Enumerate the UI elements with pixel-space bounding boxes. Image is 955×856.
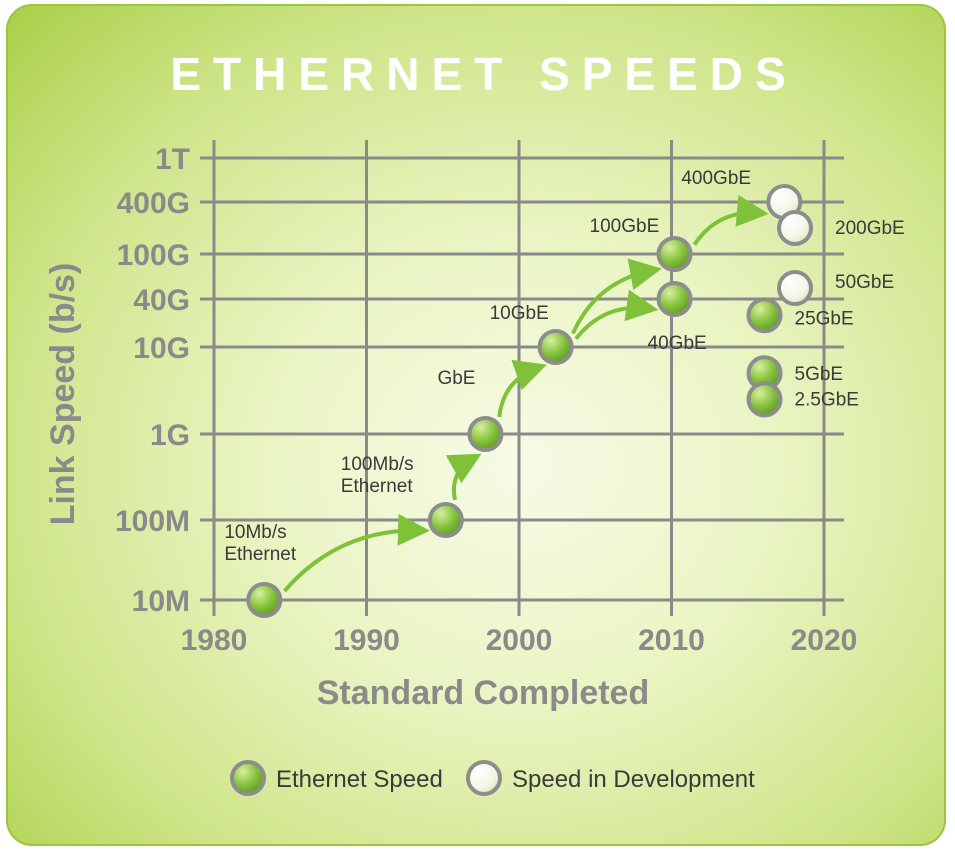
arrows <box>282 194 769 593</box>
ethernet-speed-point <box>656 236 693 272</box>
y-tick-label: 1G <box>150 419 190 452</box>
progression-arrow <box>282 513 431 593</box>
ethernet-speed-point <box>656 281 693 317</box>
grid <box>200 140 844 616</box>
chart-title: ETHERNET SPEEDS <box>170 48 797 100</box>
chart-card: ETHERNET SPEEDS 1T 400G 100G 40G 10G 1G 100M 10… <box>6 4 946 846</box>
point-label: 10Mb/s Ethernet <box>224 522 297 565</box>
x-tick-label: 2000 <box>486 624 553 657</box>
y-tick-label: 1T <box>155 143 190 176</box>
point-label: 25GbE <box>795 308 854 329</box>
x-tick-label: 2020 <box>791 624 858 657</box>
progression-arrow <box>692 194 769 246</box>
point-label: 2.5GbE <box>795 389 859 410</box>
y-tick-label: 400G <box>117 187 190 220</box>
x-axis-label: Standard Completed <box>317 674 649 712</box>
ethernet-speed-point <box>427 502 464 538</box>
speed-in-development-point <box>777 270 814 307</box>
y-axis-label: Link Speed (b/s) <box>44 263 82 526</box>
progression-arrow <box>497 359 547 418</box>
x-tick-label: 1990 <box>333 624 400 657</box>
data-points <box>246 184 814 618</box>
y-tick-label: 100G <box>117 239 190 272</box>
legend-marker-speed-in-development <box>466 760 502 796</box>
legend-label-ethernet-speed: Ethernet Speed <box>276 766 443 793</box>
progression-arrow <box>574 289 659 341</box>
ethernet-speed-point <box>246 582 283 618</box>
point-label: 100Mb/s Ethernet <box>341 454 414 497</box>
point-label: 200GbE <box>835 218 905 239</box>
point-label: 5GbE <box>795 364 844 385</box>
tick-labels: 1T 400G 100G 40G 10G 1G 100M 10M 1980 1990 2000 201… <box>115 143 857 657</box>
ethernet-speeds-chart: ETHERNET SPEEDS 1T 400G 100G 40G 10G 1G 100M 10… <box>44 48 905 796</box>
ethernet-speed-point <box>746 381 783 418</box>
speed-in-development-point <box>777 210 814 246</box>
point-label: 100GbE <box>590 216 660 237</box>
x-tick-label: 1980 <box>181 624 248 657</box>
point-label: 400GbE <box>681 168 751 189</box>
legend: Ethernet Speed Speed in Development <box>230 760 755 796</box>
legend-marker-ethernet-speed <box>230 760 266 796</box>
progression-arrow <box>571 258 662 335</box>
y-tick-label: 10G <box>133 332 190 365</box>
point-label: 50GbE <box>835 272 894 293</box>
y-tick-label: 10M <box>132 585 190 618</box>
ethernet-speed-point <box>746 297 783 334</box>
ethernet-speed-point <box>467 416 504 452</box>
point-label: 10GbE <box>490 303 549 324</box>
x-tick-label: 2010 <box>638 624 705 657</box>
ethernet-speed-point <box>537 329 574 365</box>
point-labels: 10Mb/s Ethernet 100Mb/s Ethernet GbE 10GbE 40G… <box>224 168 904 565</box>
point-label: 40GbE <box>648 333 707 354</box>
y-tick-label: 100M <box>115 505 190 538</box>
progression-arrow <box>445 453 482 501</box>
point-label: GbE <box>437 368 475 389</box>
y-tick-label: 40G <box>133 284 190 317</box>
legend-label-speed-in-development: Speed in Development <box>512 766 755 793</box>
